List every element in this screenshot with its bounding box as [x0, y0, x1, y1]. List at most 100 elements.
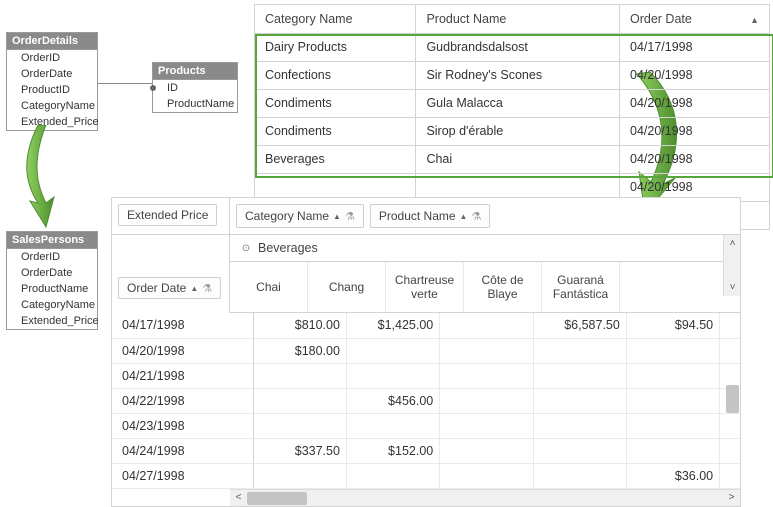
pivot-row[interactable]: 04/27/1998 $36.00	[112, 463, 740, 488]
filter-icon[interactable]: ⚗	[345, 210, 355, 223]
pivot-row-header[interactable]: 04/17/1998	[112, 313, 253, 338]
pivot-cell	[626, 438, 719, 463]
pivot-row[interactable]: 04/21/1998	[112, 363, 740, 388]
cell: 04/20/1998	[620, 145, 770, 173]
pivot-row[interactable]: 04/23/1998	[112, 413, 740, 438]
field-chip-product-name[interactable]: Product Name ▲ ⚗	[370, 204, 491, 228]
schema-field[interactable]: ID	[153, 80, 237, 96]
sort-asc-icon: ▲	[190, 284, 198, 293]
pivot-row[interactable]: 04/17/1998$810.00$1,425.00 $6,587.50$94.5…	[112, 313, 740, 338]
filter-icon[interactable]: ⚗	[471, 210, 481, 223]
sort-asc-icon: ▲	[750, 15, 759, 25]
schema-field[interactable]: ProductName	[153, 96, 237, 112]
pivot-row-header[interactable]: 04/22/1998	[112, 388, 253, 413]
field-chip-category-name[interactable]: Category Name ▲ ⚗	[236, 204, 364, 228]
pivot-row[interactable]: 04/24/1998$337.50$152.00	[112, 438, 740, 463]
filter-icon[interactable]: ⚗	[202, 282, 212, 295]
schema-orderdetails[interactable]: OrderDetails OrderIDOrderDateProductIDCa…	[6, 32, 98, 131]
pivot-col-header[interactable]: Guaraná Fantástica	[542, 262, 620, 312]
schema-salespersons[interactable]: SalesPersons OrderIDOrderDateProductName…	[6, 231, 98, 330]
scroll-right-icon[interactable]: ˃	[723, 489, 740, 506]
pivot-cell	[253, 413, 346, 438]
data-grid[interactable]: Category Name Product Name Order Date ▲ …	[254, 4, 770, 230]
pivot-col-header[interactable]: Chartreuse verte	[386, 262, 464, 312]
table-row[interactable]: BeveragesChai04/20/1998	[255, 145, 770, 173]
pivot-col-header[interactable]: Côte de Blaye	[464, 262, 542, 312]
pivot-cell	[346, 463, 439, 488]
pivot-cell	[346, 363, 439, 388]
collapse-icon[interactable]: ⊙	[240, 242, 252, 254]
pivot-row-header[interactable]: 04/24/1998	[112, 438, 253, 463]
table-row[interactable]: CondimentsSirop d'érable04/20/1998	[255, 117, 770, 145]
schema-field[interactable]: OrderID	[7, 249, 97, 265]
sort-asc-icon: ▲	[333, 212, 341, 221]
schema-field[interactable]: CategoryName	[7, 98, 97, 114]
pivot-col-header[interactable]: Chai	[230, 262, 308, 312]
pivot-data-area[interactable]: Extended Price	[112, 198, 230, 234]
cell: Dairy Products	[255, 33, 416, 61]
schema-field[interactable]: OrderID	[7, 50, 97, 66]
pivot-cell	[533, 388, 626, 413]
scroll-thumb[interactable]	[726, 385, 739, 413]
pivot-cell: $810.00	[253, 313, 346, 338]
pivot-cell: $6,587.50	[533, 313, 626, 338]
schema-field[interactable]: OrderDate	[7, 66, 97, 82]
scroll-thumb[interactable]	[247, 492, 307, 505]
cell: Gudbrandsdalsost	[416, 33, 620, 61]
pivot-col-header[interactable]: Chang	[308, 262, 386, 312]
pivot-row-header[interactable]: 04/27/1998	[112, 463, 253, 488]
pivot-row-area[interactable]: Order Date ▲ ⚗	[112, 235, 230, 313]
h-scrollbar[interactable]: ˂ ˃	[230, 489, 740, 506]
pivot-cell	[253, 363, 346, 388]
pivot-cell: $94.50	[626, 313, 719, 338]
schema-field[interactable]: ProductName	[7, 281, 97, 297]
table-row[interactable]: ConfectionsSir Rodney's Scones04/20/1998	[255, 61, 770, 89]
chip-label: Category Name	[245, 209, 329, 223]
grid-col-category[interactable]: Category Name	[255, 5, 416, 33]
cell: 04/17/1998	[620, 33, 770, 61]
schema-title: SalesPersons	[7, 232, 97, 249]
pivot-cell	[440, 413, 533, 438]
schema-products[interactable]: Products IDProductName	[152, 62, 238, 113]
pivot-cell	[533, 338, 626, 363]
pivot-cell	[253, 388, 346, 413]
table-row[interactable]: CondimentsGula Malacca04/20/1998	[255, 89, 770, 117]
chip-label: Product Name	[379, 209, 456, 223]
pivot-col-group[interactable]: ⊙ Beverages	[230, 235, 740, 262]
pivot-row-header[interactable]: 04/21/1998	[112, 363, 253, 388]
cell: Condiments	[255, 117, 416, 145]
cell: Chai	[416, 145, 620, 173]
pivot-cells-area: ⊙ Beverages ChaiChangChartreuse verteCôt…	[230, 235, 740, 313]
field-chip-order-date[interactable]: Order Date ▲ ⚗	[118, 277, 221, 299]
pivot-row[interactable]: 04/22/1998$456.00	[112, 388, 740, 413]
pivot-cell: $1,425.00	[346, 313, 439, 338]
schema-field[interactable]: ProductID	[7, 82, 97, 98]
schema-title: Products	[153, 63, 237, 80]
pivot-row[interactable]: 04/20/1998$180.00	[112, 338, 740, 363]
field-chip-extended-price[interactable]: Extended Price	[118, 204, 217, 226]
schema-field[interactable]: Extended_Price	[7, 313, 97, 329]
table-row[interactable]: Dairy ProductsGudbrandsdalsost04/17/1998	[255, 33, 770, 61]
schema-field[interactable]: CategoryName	[7, 297, 97, 313]
pivot-cell	[440, 363, 533, 388]
pivot-cell: $180.00	[253, 338, 346, 363]
scroll-left-icon[interactable]: ˂	[230, 489, 247, 506]
cell: Beverages	[255, 145, 416, 173]
arrow-join-icon	[18, 125, 78, 231]
grid-col-product[interactable]: Product Name	[416, 5, 620, 33]
pivot-grid[interactable]: Extended Price Category Name ▲ ⚗ Product…	[111, 197, 741, 507]
pivot-row-header[interactable]: 04/23/1998	[112, 413, 253, 438]
pivot-cell	[533, 438, 626, 463]
pivot-column-area[interactable]: Category Name ▲ ⚗ Product Name ▲ ⚗	[230, 198, 740, 234]
pivot-cell	[440, 438, 533, 463]
scroll-down-icon[interactable]: ˅	[724, 279, 741, 296]
schema-field[interactable]: Extended_Price	[7, 114, 97, 130]
schema-field[interactable]: OrderDate	[7, 265, 97, 281]
pivot-row-header[interactable]: 04/20/1998	[112, 338, 253, 363]
v-scrollbar[interactable]: ˄ ˅	[723, 235, 740, 296]
pivot-cell	[440, 313, 533, 338]
scroll-up-icon[interactable]: ˄	[724, 235, 741, 252]
grid-col-orderdate[interactable]: Order Date ▲	[620, 5, 770, 33]
chip-label: Order Date	[127, 281, 186, 295]
pivot-cell: $36.00	[626, 463, 719, 488]
